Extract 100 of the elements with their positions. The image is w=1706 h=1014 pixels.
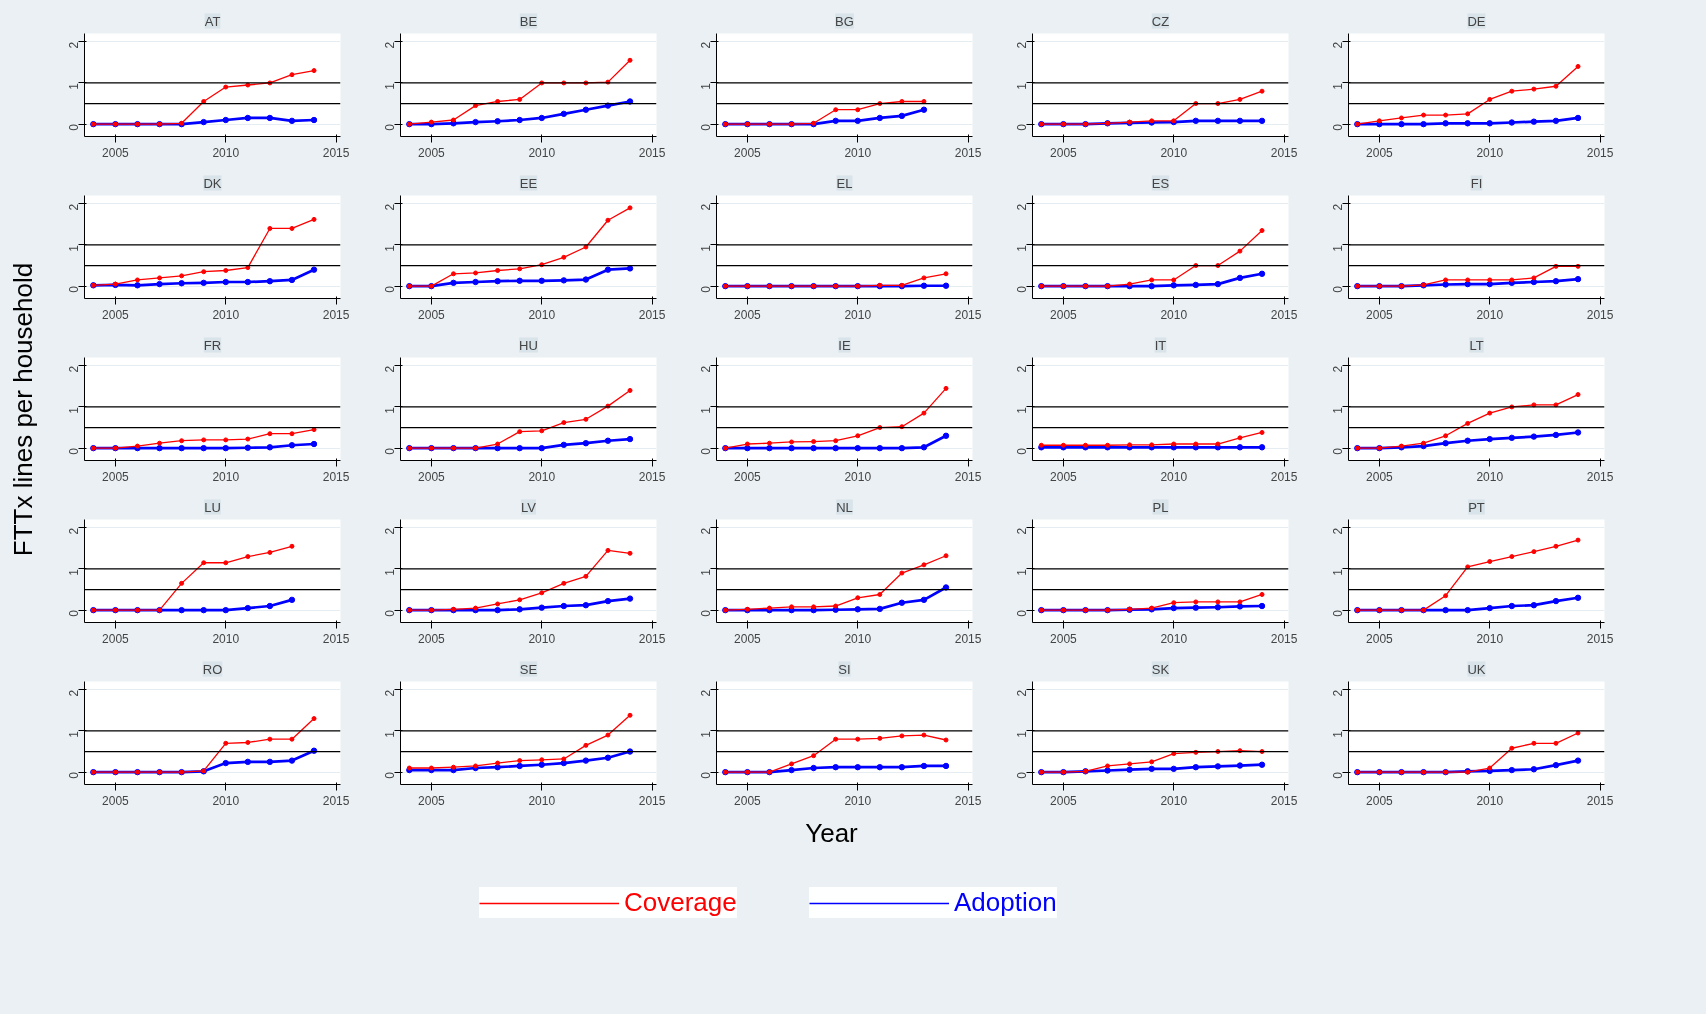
chart-title: EL xyxy=(836,175,853,191)
x-tick-label: 2010 xyxy=(844,631,872,646)
x-tick-label: 2015 xyxy=(638,469,666,484)
y-tick-label: 0 xyxy=(67,447,81,455)
y-tick-label: 1 xyxy=(67,82,81,90)
y-tick-label: 2 xyxy=(67,41,81,49)
y-tick-label: 1 xyxy=(67,244,81,252)
chart-title: CZ xyxy=(1151,13,1170,29)
chart-title: UK xyxy=(1467,661,1486,677)
x-tick-label: 2015 xyxy=(1270,307,1298,322)
x-tick-label: 2015 xyxy=(1586,469,1614,484)
y-tick-label: 1 xyxy=(1331,244,1345,252)
y-tick-label: 0 xyxy=(67,609,81,617)
x-tick-label: 2010 xyxy=(1476,307,1504,322)
x-tick-label: 2015 xyxy=(1586,793,1614,808)
y-tick-label: 1 xyxy=(699,82,713,90)
y-tick-label: 1 xyxy=(1331,568,1345,576)
y-tick-label: 2 xyxy=(699,41,713,49)
x-tick-label: 2015 xyxy=(322,793,350,808)
x-tick-label: 2010 xyxy=(212,307,240,322)
y-tick-label: 2 xyxy=(383,365,397,373)
y-tick-label: 1 xyxy=(383,730,397,738)
y-tick-label: 2 xyxy=(383,203,397,211)
y-tick-label: 0 xyxy=(67,285,81,293)
x-tick-label: 2010 xyxy=(212,145,240,160)
y-tick-label: 2 xyxy=(699,365,713,373)
x-tick-label: 2015 xyxy=(638,793,666,808)
x-tick-label: 2005 xyxy=(734,631,762,646)
y-tick-label: 0 xyxy=(1331,609,1345,617)
x-tick-label: 2010 xyxy=(528,307,556,322)
x-tick-label: 2005 xyxy=(734,469,762,484)
y-tick-label: 2 xyxy=(67,365,81,373)
y-tick-label: 2 xyxy=(67,203,81,211)
y-tick-label: 0 xyxy=(699,447,713,455)
y-tick-label: 1 xyxy=(699,244,713,252)
chart-title: BE xyxy=(519,13,538,29)
y-tick-label: 2 xyxy=(699,203,713,211)
x-tick-label: 2015 xyxy=(1586,631,1614,646)
x-tick-label: 2010 xyxy=(212,469,240,484)
y-tick-label: 1 xyxy=(383,568,397,576)
y-tick-label: 0 xyxy=(1015,447,1029,455)
y-tick-label: 0 xyxy=(383,771,397,779)
y-tick-label: 1 xyxy=(1015,568,1029,576)
x-tick-label: 2010 xyxy=(1160,793,1188,808)
y-tick-label: 2 xyxy=(383,689,397,697)
chart-title: FI xyxy=(1470,175,1483,191)
x-tick-label: 2010 xyxy=(212,631,240,646)
y-tick-label: 2 xyxy=(1015,41,1029,49)
y-tick-label: 0 xyxy=(699,123,713,131)
y-tick-label: 0 xyxy=(1331,123,1345,131)
x-tick-label: 2015 xyxy=(954,469,982,484)
x-tick-label: 2005 xyxy=(1050,469,1078,484)
y-tick-label: 1 xyxy=(1015,82,1029,90)
x-tick-label: 2015 xyxy=(638,307,666,322)
y-tick-label: 1 xyxy=(67,406,81,414)
y-tick-label: 1 xyxy=(383,406,397,414)
chart-title: AT xyxy=(204,13,221,29)
y-tick-label: 1 xyxy=(67,568,81,576)
y-tick-label: 1 xyxy=(1015,244,1029,252)
chart-title: HU xyxy=(519,337,538,353)
chart-title: IT xyxy=(1154,337,1167,353)
x-tick-label: 2015 xyxy=(638,631,666,646)
x-tick-label: 2005 xyxy=(418,793,446,808)
x-tick-label: 2005 xyxy=(102,145,130,160)
x-tick-label: 2010 xyxy=(844,793,872,808)
x-tick-label: 2005 xyxy=(1366,793,1394,808)
x-tick-label: 2010 xyxy=(1476,631,1504,646)
x-tick-label: 2010 xyxy=(1160,469,1188,484)
chart-title: IE xyxy=(838,337,851,353)
y-tick-label: 1 xyxy=(383,244,397,252)
x-axis-title: Year xyxy=(805,817,859,848)
x-tick-label: 2010 xyxy=(844,469,872,484)
x-tick-label: 2015 xyxy=(322,631,350,646)
x-tick-label: 2015 xyxy=(1586,307,1614,322)
y-tick-label: 0 xyxy=(1015,609,1029,617)
x-tick-label: 2010 xyxy=(1476,469,1504,484)
x-tick-label: 2005 xyxy=(102,793,130,808)
y-tick-label: 1 xyxy=(383,82,397,90)
y-tick-label: 2 xyxy=(1331,689,1345,697)
x-tick-label: 2005 xyxy=(1050,307,1078,322)
chart-title: SK xyxy=(1151,661,1170,677)
x-tick-label: 2005 xyxy=(102,307,130,322)
y-tick-label: 0 xyxy=(699,771,713,779)
x-tick-label: 2005 xyxy=(1366,469,1394,484)
x-tick-label: 2015 xyxy=(322,145,350,160)
chart-title: NL xyxy=(836,499,853,515)
x-tick-label: 2005 xyxy=(418,307,446,322)
y-tick-label: 2 xyxy=(1015,689,1029,697)
x-tick-label: 2005 xyxy=(102,469,130,484)
y-tick-label: 0 xyxy=(383,123,397,131)
y-tick-label: 0 xyxy=(67,123,81,131)
text: Coverage xyxy=(624,887,737,918)
y-tick-label: 2 xyxy=(383,41,397,49)
y-tick-label: 2 xyxy=(699,689,713,697)
y-tick-label: 2 xyxy=(699,527,713,535)
y-tick-label: 0 xyxy=(383,447,397,455)
chart-title: SE xyxy=(519,661,538,677)
x-tick-label: 2010 xyxy=(212,793,240,808)
x-tick-label: 2010 xyxy=(1160,307,1188,322)
x-tick-label: 2005 xyxy=(1050,793,1078,808)
